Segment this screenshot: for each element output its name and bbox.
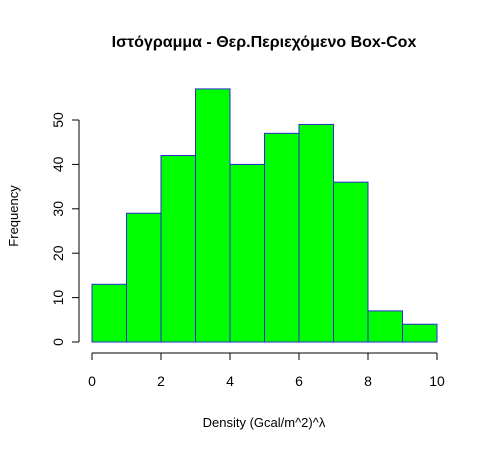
histogram-bar-7 xyxy=(333,181,369,343)
y-axis-label: Frequency xyxy=(6,185,21,247)
x-axis-label: Density (Gcal/m^2)^λ xyxy=(203,415,326,430)
histogram-bar-3 xyxy=(195,88,231,343)
y-tick-label-3: 30 xyxy=(50,201,66,217)
y-tick-label-5: 50 xyxy=(50,112,66,128)
histogram-bar-4 xyxy=(229,163,265,343)
x-tick-label-4: 8 xyxy=(364,373,372,389)
histogram-bar-8 xyxy=(367,310,403,343)
x-tick-label-1: 2 xyxy=(157,373,165,389)
x-tick-label-0: 0 xyxy=(88,373,96,389)
y-tick-label-1: 10 xyxy=(50,290,66,306)
histogram-bar-5 xyxy=(264,132,300,343)
histogram-bar-1 xyxy=(126,212,162,343)
chart-title: Ιστόγραμμα - Θερ.Περιεχόμενο Box-Cox xyxy=(112,34,417,51)
histogram-bar-0 xyxy=(91,283,127,343)
y-tick-label-4: 40 xyxy=(50,156,66,172)
y-tick-label-2: 20 xyxy=(50,245,66,261)
y-tick-label-0: 0 xyxy=(50,338,66,346)
bars-group xyxy=(91,88,438,343)
x-tick-label-5: 10 xyxy=(429,373,445,389)
histogram-bar-2 xyxy=(160,155,196,343)
x-tick-label-2: 4 xyxy=(226,373,234,389)
x-axis: 0 2 4 6 8 10 xyxy=(88,352,445,389)
y-axis: 0 10 20 30 40 50 xyxy=(50,112,80,346)
histogram-bar-9 xyxy=(402,323,438,343)
histogram-bar-6 xyxy=(298,123,334,343)
x-tick-label-3: 6 xyxy=(295,373,303,389)
